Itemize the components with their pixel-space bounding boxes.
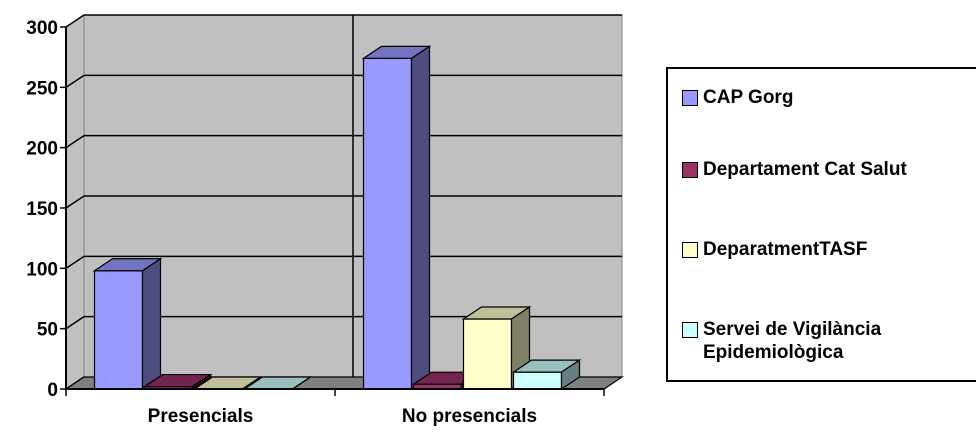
y-tick-label: 250 (26, 78, 58, 99)
bar (92, 257, 163, 391)
bar-side (141, 257, 162, 391)
gridlines (65, 14, 622, 390)
bar-side (410, 45, 431, 391)
gridline-depth (65, 195, 85, 209)
legend-swatch-departament-cat-salut (682, 162, 698, 178)
bar-front (512, 371, 563, 390)
gridline-depth (65, 135, 85, 149)
bar (361, 45, 432, 391)
bar-front (93, 270, 144, 390)
y-tick-label: 200 (26, 139, 58, 160)
bar-front (362, 57, 413, 390)
legend-item-servei-vigilancia: Servei de Vigilància Epidemiològica (682, 318, 976, 364)
legend-swatch-servei-vigilancia (682, 322, 698, 338)
legend-item-departament-cat-salut: Departament Cat Salut (682, 158, 976, 181)
gridline-depth (65, 14, 85, 28)
legend-label-cap-gorg: CAP Gorg (703, 87, 794, 108)
x-axis-categories: Presencials No presencials (148, 406, 537, 427)
bar-front (462, 318, 513, 390)
legend-label-departament-cat-salut: Departament Cat Salut (703, 159, 907, 180)
legend: CAP Gorg Departament Cat Salut Deparatme… (666, 67, 976, 382)
gridline-depth (65, 74, 85, 88)
bar (511, 358, 582, 391)
y-tick-label: 100 (26, 259, 58, 280)
legend-item-cap-gorg: CAP Gorg (682, 86, 976, 109)
bar-side (242, 376, 261, 390)
legend-item-deparatmenttasf: DeparatmentTASF (682, 238, 976, 261)
bars (92, 45, 582, 391)
y-axis-ticks: 0 50 100 150 200 250 300 (26, 18, 66, 401)
bar-side (292, 376, 311, 390)
y-tick-label: 150 (26, 199, 58, 220)
y-tick-label: 300 (26, 18, 58, 39)
bar (142, 373, 213, 391)
bar-side (560, 358, 581, 391)
legend-label-servei-vigilancia: Servei de Vigilància Epidemiològica (703, 319, 882, 363)
legend-label-deparatmenttasf: DeparatmentTASF (703, 239, 868, 260)
x-category-label: No presencials (402, 406, 537, 427)
y-tick-label: 50 (37, 320, 58, 341)
x-category-label: Presencials (148, 406, 254, 427)
y-tick-label: 0 (47, 380, 58, 401)
legend-swatch-cap-gorg (682, 90, 698, 106)
legend-swatch-deparatmenttasf (682, 242, 698, 258)
gridline-depth (65, 316, 85, 330)
gridline-depth (65, 255, 85, 269)
